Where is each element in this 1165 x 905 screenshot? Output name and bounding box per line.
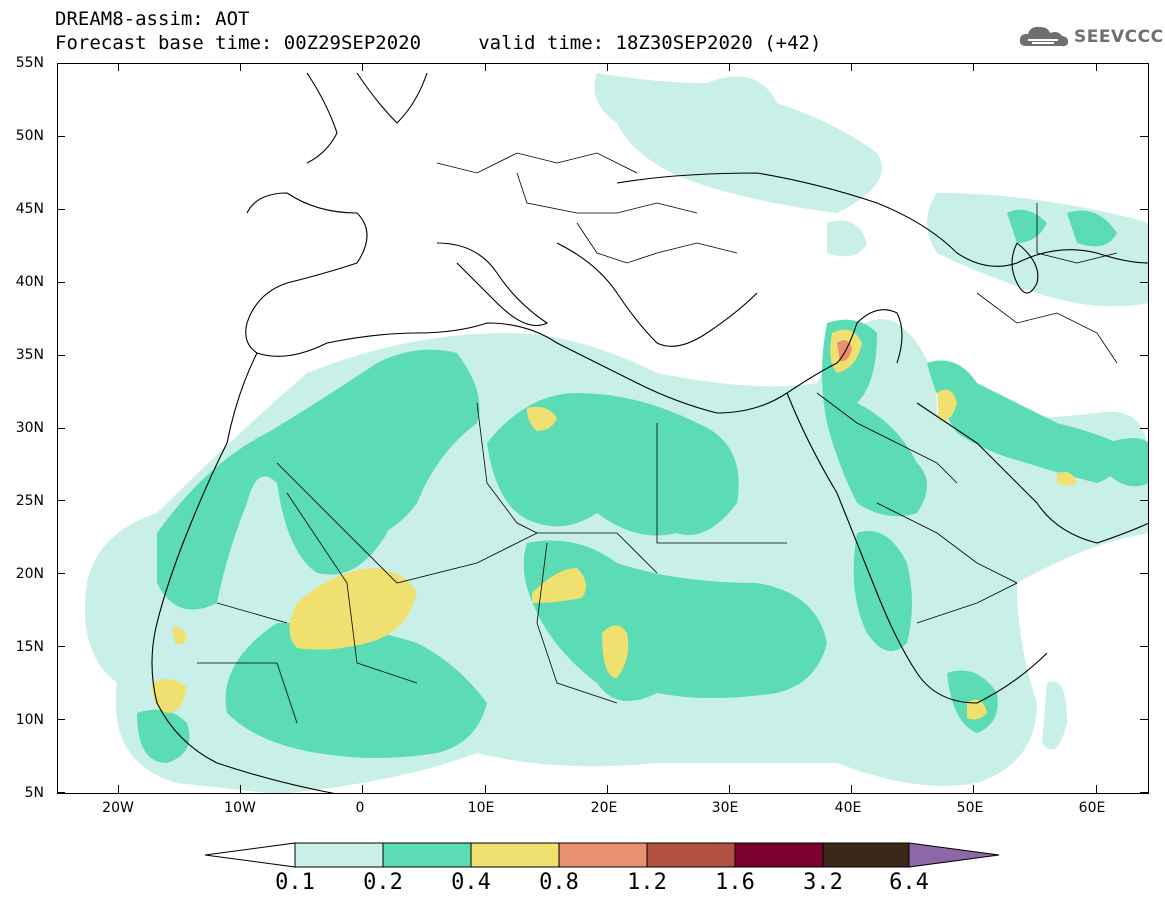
- lat-label: 45N: [15, 201, 44, 217]
- colorbar-label: 0.8: [539, 870, 579, 895]
- lon-label: 10E: [467, 800, 495, 816]
- colorbar-label: 0.2: [363, 870, 403, 895]
- title-line-1: DREAM8-assim: AOT: [55, 8, 250, 30]
- cloud-icon: [1019, 26, 1069, 47]
- aot-level-0.4: [152, 329, 1077, 720]
- lat-tick: [1140, 63, 1148, 64]
- lat-tick: [57, 646, 65, 648]
- lon-label: 30E: [711, 800, 739, 816]
- coastlines: [151, 72, 1149, 794]
- lat-tick: [57, 281, 65, 283]
- colorbar-segment: [646, 842, 736, 868]
- lat-tick: [1140, 719, 1148, 721]
- lat-tick: [1140, 646, 1148, 648]
- lon-tick: [240, 785, 242, 793]
- colorbar-segment: [734, 842, 824, 868]
- colorbar-label: 6.4: [889, 870, 929, 895]
- lon-tick: [484, 63, 486, 71]
- lat-label: 55N: [15, 55, 44, 71]
- lat-label: 40N: [15, 274, 44, 290]
- lat-tick: [1140, 281, 1148, 283]
- lat-label: 30N: [15, 420, 44, 436]
- lat-label: 20N: [15, 566, 44, 582]
- lat-label: 25N: [15, 493, 44, 509]
- lon-tick: [851, 63, 853, 71]
- title-line-2: Forecast base time: 00Z29SEP2020 valid t…: [55, 32, 822, 54]
- lat-label: 5N: [24, 785, 44, 801]
- lat-tick: [57, 63, 65, 64]
- colorbar-segment-lower-arrow: [205, 842, 296, 868]
- lat-tick: [57, 500, 65, 502]
- aot-level-0.2: [137, 209, 1149, 763]
- lat-label: 15N: [15, 639, 44, 655]
- lon-label: 50E: [956, 800, 984, 816]
- lon-tick: [606, 63, 608, 71]
- lat-tick: [1140, 792, 1148, 793]
- lon-tick: [729, 63, 730, 71]
- lat-label: 35N: [15, 347, 44, 363]
- lat-tick: [1140, 208, 1148, 210]
- lat-tick: [57, 208, 65, 210]
- lon-tick: [118, 63, 119, 71]
- lon-tick: [240, 63, 242, 71]
- colorbar-segment: [470, 842, 560, 868]
- colorbar-segment: [822, 842, 910, 868]
- colorbar-segment: [382, 842, 472, 868]
- lat-tick: [57, 354, 65, 356]
- lat-tick: [57, 719, 65, 721]
- colorbar-label: 1.2: [627, 870, 667, 895]
- colorbar-label: 0.4: [451, 870, 491, 895]
- lat-tick: [1140, 573, 1148, 575]
- lon-label: 20W: [102, 800, 134, 816]
- lon-label: 10W: [224, 800, 256, 816]
- lon-tick: [362, 63, 364, 71]
- colorbar-segment-upper-arrow: [908, 842, 1000, 868]
- seevccc-logo: SEEVCCC: [1018, 24, 1164, 50]
- lon-label: 40E: [834, 800, 862, 816]
- lon-tick: [973, 785, 975, 793]
- colorbar-segment: [558, 842, 648, 868]
- lat-tick: [1140, 500, 1148, 502]
- colorbar: [205, 842, 1000, 868]
- lat-label: 50N: [15, 128, 44, 144]
- lon-tick: [1095, 785, 1097, 793]
- lat-tick: [57, 427, 65, 429]
- colorbar-label: 0.1: [275, 870, 315, 895]
- lon-tick: [118, 785, 119, 793]
- lon-tick: [362, 785, 364, 793]
- lon-label: 60E: [1078, 800, 1106, 816]
- colorbar-label: 3.2: [803, 870, 843, 895]
- lon-tick: [851, 785, 853, 793]
- lat-tick: [57, 135, 65, 137]
- lat-label: 10N: [15, 712, 44, 728]
- colorbar-label: 1.6: [715, 870, 755, 895]
- lon-tick: [484, 785, 486, 793]
- lat-tick: [57, 573, 65, 575]
- lon-label: 20E: [590, 800, 618, 816]
- colorbar-segment: [294, 842, 384, 868]
- lat-tick: [1140, 135, 1148, 137]
- lon-label: 0: [355, 800, 365, 816]
- lat-tick: [1140, 427, 1148, 429]
- lat-tick: [57, 792, 65, 793]
- lat-tick: [1140, 354, 1148, 356]
- lon-tick: [729, 785, 730, 793]
- lon-tick: [1095, 63, 1097, 71]
- lon-tick: [973, 63, 975, 71]
- map-frame: [57, 63, 1149, 794]
- logo-text: SEEVCCC: [1074, 27, 1164, 47]
- country-borders: [197, 152, 1118, 724]
- lon-tick: [606, 785, 608, 793]
- aot-map: [57, 63, 1149, 794]
